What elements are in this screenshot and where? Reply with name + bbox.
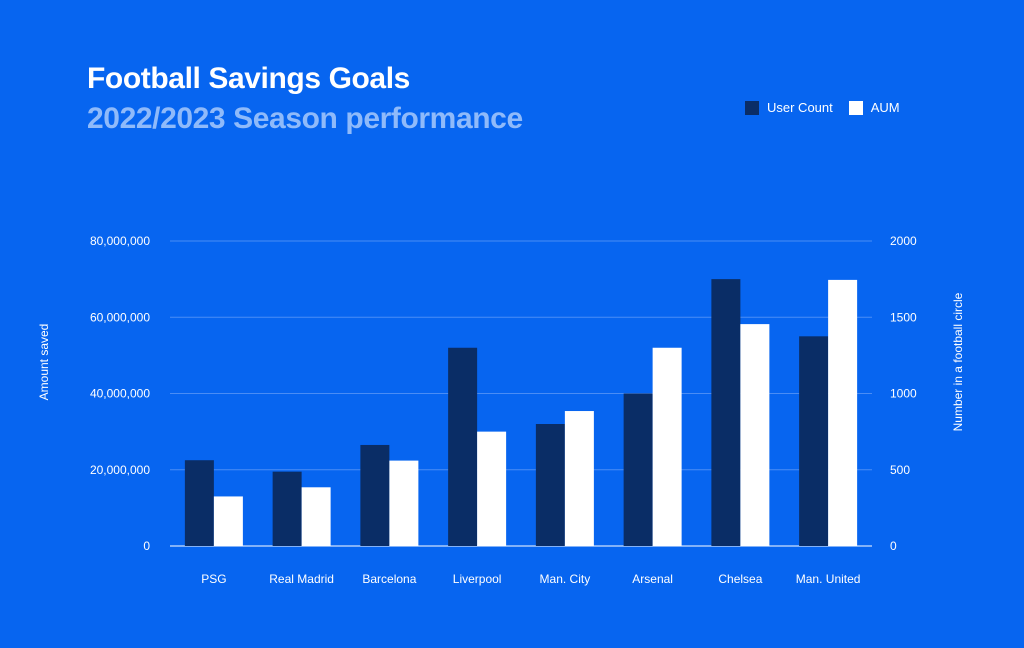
legend-label-aum: AUM xyxy=(870,100,900,115)
y-tick-label-left: 20,000,000 xyxy=(90,463,150,477)
bar-user-count xyxy=(535,424,565,546)
y-tick-label-right: 500 xyxy=(890,463,910,477)
bar-aum xyxy=(389,460,419,546)
bar-user-count xyxy=(184,460,214,546)
legend-item-aum: AUM xyxy=(848,100,900,115)
bar-user-count xyxy=(272,471,302,546)
bar-aum xyxy=(652,347,682,546)
x-tick-label: PSG xyxy=(201,572,226,586)
bar-aum xyxy=(740,324,770,546)
y-axis-title-right: Number in a football circle xyxy=(951,292,965,431)
x-tick-label: Man. City xyxy=(540,572,591,586)
legend-label-user-count: User Count xyxy=(767,100,833,115)
bar-user-count xyxy=(360,444,390,546)
legend: User Count AUM xyxy=(745,100,908,115)
legend-swatch-aum xyxy=(848,100,863,115)
bar-user-count xyxy=(448,347,478,546)
bar-aum xyxy=(564,411,594,546)
y-tick-label-left: 60,000,000 xyxy=(90,310,150,324)
y-tick-label-right: 1500 xyxy=(890,310,917,324)
legend-swatch-user-count xyxy=(745,100,759,115)
bar-user-count xyxy=(623,393,653,546)
bar-aum xyxy=(301,487,331,546)
x-tick-label: Barcelona xyxy=(362,572,416,586)
bar-user-count xyxy=(711,279,741,546)
y-tick-label-right: 0 xyxy=(890,539,897,553)
legend-item-user-count: User Count xyxy=(745,100,833,115)
x-tick-label: Arsenal xyxy=(632,572,673,586)
bar-aum xyxy=(828,279,858,546)
x-tick-label: Chelsea xyxy=(718,572,762,586)
x-tick-label: Real Madrid xyxy=(269,572,334,586)
x-tick-label: Man. United xyxy=(796,572,861,586)
chart-subtitle: 2022/2023 Season performance xyxy=(87,102,523,135)
y-axis-title-left: Amount saved xyxy=(37,324,51,401)
y-tick-label-right: 1000 xyxy=(890,387,917,401)
chart-title: Football Savings Goals xyxy=(87,62,410,95)
x-tick-label: Liverpool xyxy=(453,572,502,586)
y-tick-label-left: 0 xyxy=(143,539,150,553)
bar-aum xyxy=(477,431,507,546)
y-tick-label-right: 2000 xyxy=(890,234,917,248)
bar-aum xyxy=(213,496,243,546)
bar-user-count xyxy=(799,336,829,546)
y-tick-label-left: 40,000,000 xyxy=(90,387,150,401)
y-tick-label-left: 80,000,000 xyxy=(90,234,150,248)
